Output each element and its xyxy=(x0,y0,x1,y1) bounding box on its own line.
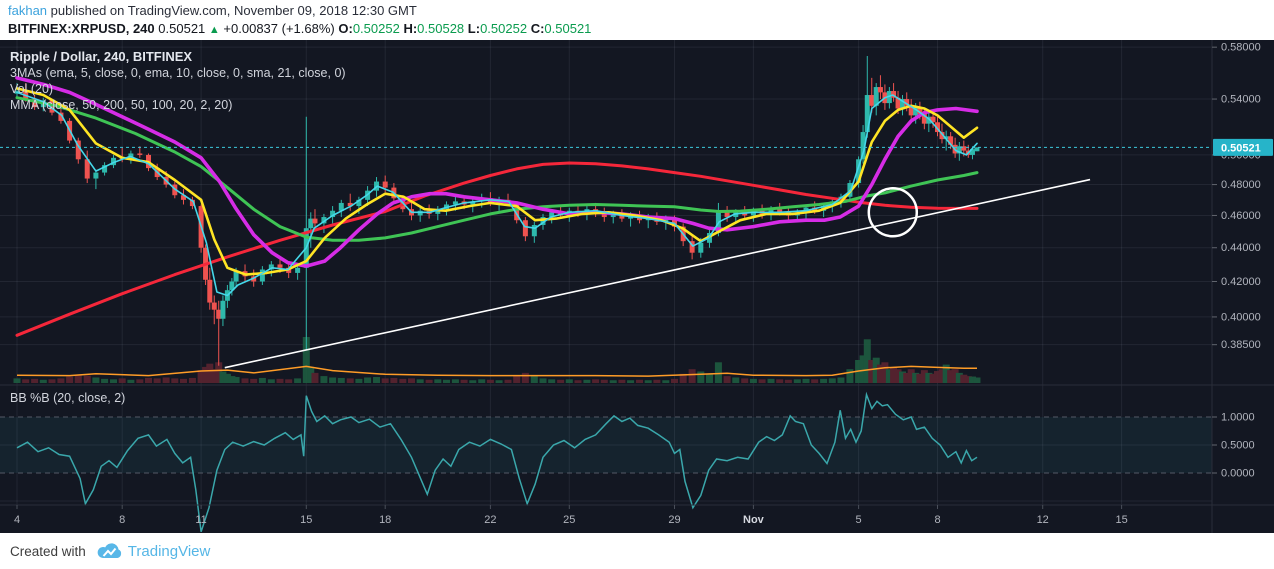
author-link[interactable]: fakhan xyxy=(8,3,48,18)
svg-text:25: 25 xyxy=(563,514,575,526)
volume-ma-line xyxy=(16,365,977,377)
low-label: L: xyxy=(467,21,481,36)
tradingview-logo-icon[interactable] xyxy=(96,542,122,560)
price-axis[interactable]: 0.580000.540000.500000.480000.460000.440… xyxy=(1212,42,1261,480)
svg-text:0.42000: 0.42000 xyxy=(1221,276,1261,288)
mma-green-line xyxy=(15,96,979,242)
ema-5-line xyxy=(16,91,978,297)
svg-text:4: 4 xyxy=(14,514,20,526)
bb-dashed-levels xyxy=(0,416,1212,474)
grid-lines xyxy=(0,40,1212,505)
tradingview-brand-link[interactable]: TradingView xyxy=(127,542,211,560)
ema-10-line xyxy=(15,87,979,276)
published-text: published on TradingView.com, November 0… xyxy=(47,3,417,18)
svg-text:0.38500: 0.38500 xyxy=(1221,339,1261,351)
circle-annotation[interactable] xyxy=(867,187,919,238)
svg-text:22: 22 xyxy=(484,514,496,526)
high-label: H: xyxy=(403,21,418,36)
svg-text:Nov: Nov xyxy=(743,514,765,526)
up-triangle-icon: ▲ xyxy=(208,24,220,36)
svg-text:0.48000: 0.48000 xyxy=(1221,179,1261,191)
last-price: 0.50521 xyxy=(158,21,206,36)
svg-text:18: 18 xyxy=(379,514,391,526)
svg-text:5: 5 xyxy=(856,514,862,526)
svg-text:0.54000: 0.54000 xyxy=(1221,94,1261,106)
time-axis[interactable]: 4 8 11 15 18 22 25 29 Nov 5 8 12 15 xyxy=(14,505,1128,526)
volume-bars xyxy=(13,337,981,383)
indicator-lines xyxy=(15,76,979,337)
open-value: 0.50252 xyxy=(352,21,400,36)
change-value: +0.00837 (+1.68%) xyxy=(223,21,335,36)
bb-percent-b-line xyxy=(16,391,978,533)
svg-text:0.50521: 0.50521 xyxy=(1221,142,1261,154)
svg-text:0.5000: 0.5000 xyxy=(1221,440,1255,452)
svg-text:8: 8 xyxy=(934,514,940,526)
svg-text:11: 11 xyxy=(195,514,206,526)
symbol-line: BITFINEX:XRPUSD, 240 0.50521 ▲ +0.00837 … xyxy=(8,21,591,36)
svg-text:0.40000: 0.40000 xyxy=(1221,311,1261,323)
svg-text:0.0000: 0.0000 xyxy=(1221,468,1255,480)
svg-text:12: 12 xyxy=(1037,514,1049,526)
svg-text:15: 15 xyxy=(1115,514,1127,526)
low-value: 0.50252 xyxy=(480,21,528,36)
close-value: 0.50521 xyxy=(544,21,592,36)
current-price-tag xyxy=(1213,138,1273,156)
created-with-text: Created with xyxy=(10,543,86,559)
svg-text:29: 29 xyxy=(668,514,680,526)
mma-red-line xyxy=(15,161,979,337)
open-label: O: xyxy=(338,21,353,36)
pane-borders xyxy=(0,40,1274,533)
high-value: 0.50528 xyxy=(417,21,465,36)
trendline[interactable] xyxy=(224,178,1091,369)
svg-text:15: 15 xyxy=(300,514,312,526)
close-label: C: xyxy=(530,21,545,36)
svg-text:0.46000: 0.46000 xyxy=(1221,210,1261,222)
svg-text:0.44000: 0.44000 xyxy=(1221,242,1261,254)
chart-area: 0.580000.540000.500000.480000.460000.440… xyxy=(0,40,1274,533)
svg-text:1.0000: 1.0000 xyxy=(1221,412,1255,424)
attribution-footer: Created with TradingView xyxy=(0,533,1274,569)
chart-canvas[interactable]: 0.580000.540000.500000.480000.460000.440… xyxy=(0,40,1274,533)
svg-text:0.58000: 0.58000 xyxy=(1221,42,1261,54)
symbol-title: BITFINEX:XRPUSD, 240 xyxy=(8,21,155,36)
svg-text:8: 8 xyxy=(119,514,125,526)
snapshot-header: fakhan published on TradingView.com, Nov… xyxy=(0,0,1274,40)
published-line: fakhan published on TradingView.com, Nov… xyxy=(8,3,417,18)
bb-band xyxy=(0,417,1212,473)
